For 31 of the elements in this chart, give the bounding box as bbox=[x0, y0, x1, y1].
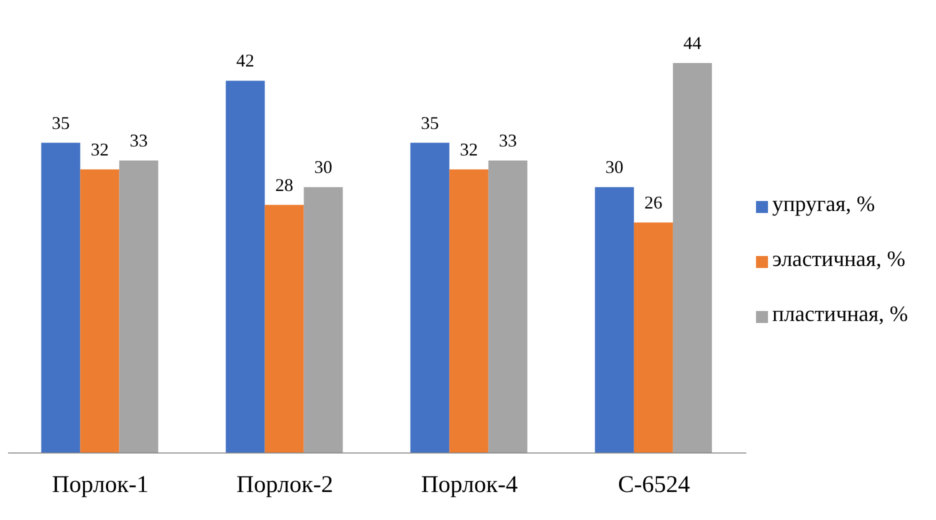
bar bbox=[594, 187, 634, 453]
data-label: 26 bbox=[644, 192, 662, 213]
data-label: 33 bbox=[130, 130, 148, 150]
bar bbox=[488, 160, 528, 453]
data-label: 33 bbox=[498, 130, 517, 150]
legend-label: эластичная, % bbox=[772, 246, 906, 271]
bar bbox=[410, 142, 450, 453]
data-label: 30 bbox=[605, 157, 624, 178]
bar bbox=[634, 222, 673, 453]
x-tick-label: Порлок-2 bbox=[236, 472, 334, 498]
bar bbox=[226, 80, 265, 453]
legend-label: пластичная, % bbox=[772, 301, 908, 326]
data-label: 32 bbox=[90, 139, 109, 160]
bar bbox=[672, 63, 712, 453]
bar bbox=[449, 169, 488, 453]
data-label: 35 bbox=[420, 112, 439, 133]
bar bbox=[304, 187, 343, 453]
bar bbox=[264, 204, 304, 453]
legend-label: упругая, % bbox=[772, 191, 875, 216]
bar bbox=[119, 160, 158, 453]
data-label: 42 bbox=[236, 50, 254, 71]
data-label: 32 bbox=[460, 139, 478, 160]
data-label: 28 bbox=[275, 174, 294, 195]
data-label: 35 bbox=[52, 112, 70, 133]
bar bbox=[80, 169, 120, 453]
x-tick-label: Порлок-1 bbox=[52, 472, 149, 498]
data-label: 30 bbox=[314, 157, 332, 178]
bar bbox=[41, 142, 80, 453]
x-tick-label: Порлок-4 bbox=[421, 472, 518, 498]
x-tick-label: С-6524 bbox=[618, 472, 690, 498]
data-label: 44 bbox=[683, 33, 702, 53]
